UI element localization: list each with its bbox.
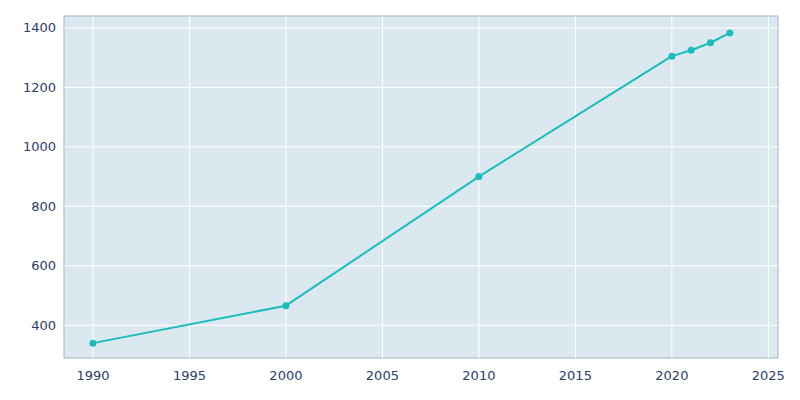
y-tick-label: 600 xyxy=(31,258,56,273)
x-grid-line xyxy=(92,16,93,358)
series xyxy=(89,29,733,346)
y-grid-line xyxy=(64,325,778,326)
plot-frame xyxy=(64,16,778,358)
point xyxy=(688,47,695,54)
y-grid-line xyxy=(64,146,778,147)
chart-container: 1990 1995 2000 2005 2010 2015 2020 2025 400 600 80… xyxy=(0,0,800,400)
grid xyxy=(64,16,778,358)
point xyxy=(282,302,289,309)
x-grid-line xyxy=(189,16,190,358)
x-grid-line xyxy=(478,16,479,358)
point xyxy=(726,29,733,36)
x-tick-label: 1990 xyxy=(76,368,109,383)
y-grid-line xyxy=(64,206,778,207)
y-grid-line xyxy=(64,265,778,266)
point xyxy=(707,39,714,46)
y-tick-label: 1200 xyxy=(23,80,56,95)
y-tick-label: 800 xyxy=(31,199,56,214)
x-tick-label: 2000 xyxy=(269,368,302,383)
x-tick-label: 2025 xyxy=(752,368,785,383)
tick-labels: 1990 1995 2000 2005 2010 2015 2020 2025 400 600 80… xyxy=(23,20,785,383)
y-tick-label: 1000 xyxy=(23,139,56,154)
x-tick-label: 2020 xyxy=(655,368,688,383)
chart-svg: 1990 1995 2000 2005 2010 2015 2020 2025 400 600 80… xyxy=(0,0,800,400)
y-tick-label: 1400 xyxy=(23,20,56,35)
x-tick-label: 2015 xyxy=(559,368,592,383)
x-tick-label: 1995 xyxy=(173,368,206,383)
y-grid-line xyxy=(64,87,778,88)
line xyxy=(93,33,730,343)
x-tick-label: 2005 xyxy=(366,368,399,383)
x-grid-line xyxy=(768,16,769,358)
point xyxy=(475,173,482,180)
x-grid-line xyxy=(575,16,576,358)
y-tick-label: 400 xyxy=(31,318,56,333)
x-grid-line xyxy=(671,16,672,358)
x-grid-line xyxy=(382,16,383,358)
y-grid-line xyxy=(64,27,778,28)
point xyxy=(89,340,96,347)
x-tick-label: 2010 xyxy=(462,368,495,383)
point xyxy=(668,53,675,60)
